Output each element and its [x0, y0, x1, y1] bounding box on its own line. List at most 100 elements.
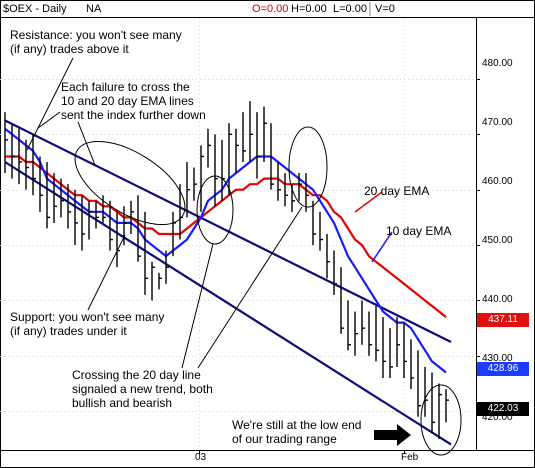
price-bar	[298, 173, 302, 201]
ema10-label: 10 day EMA	[386, 224, 452, 238]
price-bar	[305, 173, 309, 212]
price-bar	[116, 211, 120, 268]
price-bar	[60, 178, 64, 218]
price-bar	[284, 173, 288, 207]
failure-ellipse	[74, 140, 186, 226]
price-bar	[396, 317, 400, 367]
price-bar	[242, 112, 246, 162]
price-bar	[277, 162, 281, 201]
price-bar	[88, 200, 92, 240]
cross-ellipse-1	[196, 175, 234, 245]
ema20-price-tag: 437.11	[477, 313, 529, 327]
x-tick-label: 03	[195, 452, 207, 463]
price-bar	[270, 123, 274, 190]
resistance-annotation: Resistance: you won't see many (if any) …	[10, 28, 182, 56]
price-bar	[186, 162, 190, 218]
price-bar	[39, 156, 43, 212]
price-bar	[403, 322, 407, 378]
price-bar	[249, 101, 253, 162]
low-end-ellipse	[420, 384, 462, 456]
price-bar	[340, 267, 344, 334]
price-bar	[165, 250, 169, 284]
y-tick-label: 440.00	[482, 294, 513, 305]
cross-ellipse-2	[288, 126, 328, 208]
price-bar	[200, 145, 204, 212]
low-end-annotation: We're still at the low end of our tradin…	[232, 418, 362, 446]
price-bar	[375, 306, 379, 362]
price-bar	[25, 139, 29, 190]
support-channel-line	[4, 161, 452, 446]
ema20-label: 20 day EMA	[364, 184, 430, 198]
resistance-pointer-2	[37, 111, 61, 129]
price-bar	[368, 311, 372, 356]
x-tick-label: Feb	[401, 452, 419, 463]
ema10-line	[4, 127, 447, 374]
price-bar	[431, 372, 435, 434]
price-bar	[410, 339, 414, 390]
ema20-line	[5, 155, 447, 318]
price-bar	[144, 211, 148, 295]
price-bar	[109, 200, 113, 251]
price-bar	[333, 250, 337, 295]
ohlc-high: H=0.00	[291, 3, 327, 15]
price-bar	[221, 139, 225, 201]
price-bar	[438, 383, 442, 439]
price-bar	[228, 123, 232, 196]
price-bar	[74, 189, 78, 246]
price-bar	[214, 134, 218, 207]
price-bar	[354, 311, 358, 356]
ema-failure-annotation: Each failure to cross the 10 and 20 day …	[61, 80, 206, 122]
price-bar	[389, 328, 393, 378]
price-bar	[319, 211, 323, 251]
y-tick-label: 480.00	[482, 58, 513, 69]
y-tick-label: 450.00	[482, 235, 513, 246]
ema10-price-tag: 428.96	[477, 362, 529, 376]
price-bar	[123, 206, 127, 246]
ema10-pointer	[371, 231, 393, 263]
price-bar	[151, 261, 155, 301]
crossing-pointer-2	[197, 206, 303, 369]
price-bar	[32, 134, 36, 196]
symbol-title: $OEX - Daily	[3, 3, 67, 15]
low-end-arrow-icon	[374, 424, 411, 446]
price-bar	[312, 200, 316, 246]
y-tick-label: 430.00	[482, 353, 513, 364]
price-bar	[424, 366, 428, 417]
price-bar	[53, 173, 57, 223]
price-bar	[263, 106, 267, 162]
y-tick-label: 460.00	[482, 176, 513, 187]
price-bar	[67, 184, 71, 229]
ema20-pointer	[354, 191, 383, 213]
price-bar	[361, 300, 365, 345]
price-bar	[347, 300, 351, 351]
support-annotation: Support: you won't see many (if any) tra…	[10, 310, 165, 338]
price-bar	[382, 317, 386, 378]
last-price-tag: 422.03	[477, 402, 529, 416]
y-tick-label: 420.00	[482, 412, 513, 423]
price-bar	[18, 128, 22, 185]
crossing-pointer-1	[181, 243, 214, 369]
price-bar	[291, 184, 295, 212]
resistance-pointer	[26, 57, 74, 151]
price-bar	[46, 162, 50, 229]
price-bar	[256, 112, 260, 179]
support-pointer	[87, 234, 126, 311]
price-bar	[4, 112, 8, 174]
crossing-annotation: Crossing the 20 day line signaled a new …	[72, 368, 213, 410]
na-label: NA	[86, 3, 102, 15]
ohlc-open: O=0.00	[252, 3, 289, 15]
ohlc-low: L=0.00	[333, 3, 367, 15]
ohlc-volume: V=0	[375, 3, 395, 15]
price-bar	[102, 195, 106, 223]
price-bar	[137, 195, 141, 262]
resistance-channel-line	[4, 119, 452, 343]
price-bar	[81, 195, 85, 251]
y-tick-label: 470.00	[482, 117, 513, 128]
price-bar	[207, 128, 211, 168]
price-bar	[158, 272, 162, 290]
price-bar	[417, 350, 421, 417]
price-bar	[445, 389, 449, 423]
price-bar	[235, 128, 239, 174]
